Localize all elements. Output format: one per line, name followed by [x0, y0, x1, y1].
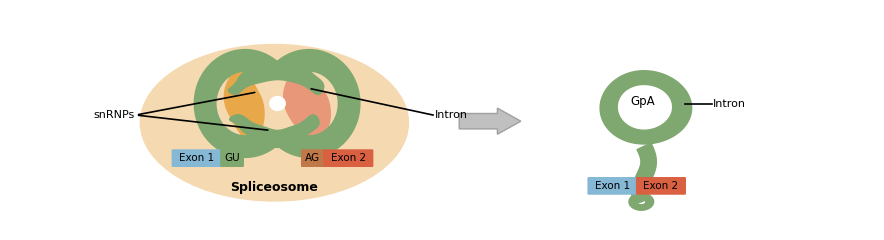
- FancyBboxPatch shape: [636, 177, 686, 195]
- Polygon shape: [225, 63, 264, 143]
- Polygon shape: [194, 50, 278, 157]
- Polygon shape: [632, 143, 656, 204]
- Polygon shape: [600, 71, 691, 144]
- Text: snRNPs: snRNPs: [93, 110, 134, 120]
- Text: Intron: Intron: [713, 99, 746, 109]
- Text: Exon 2: Exon 2: [644, 181, 679, 191]
- Text: Exon 2: Exon 2: [331, 153, 366, 163]
- Text: GpA: GpA: [630, 95, 655, 108]
- Text: Exon 1: Exon 1: [595, 181, 630, 191]
- Text: Spliceosome: Spliceosome: [231, 181, 318, 194]
- Text: Exon 1: Exon 1: [179, 153, 214, 163]
- Text: GU: GU: [225, 153, 240, 163]
- Ellipse shape: [269, 96, 286, 111]
- Polygon shape: [459, 108, 521, 134]
- FancyBboxPatch shape: [301, 149, 324, 167]
- Polygon shape: [629, 193, 653, 210]
- Polygon shape: [277, 50, 360, 157]
- Text: Intron: Intron: [435, 110, 468, 120]
- Ellipse shape: [140, 44, 409, 202]
- FancyBboxPatch shape: [324, 149, 373, 167]
- Polygon shape: [230, 115, 319, 147]
- Polygon shape: [284, 63, 331, 143]
- Polygon shape: [228, 61, 324, 94]
- FancyBboxPatch shape: [587, 177, 637, 195]
- FancyBboxPatch shape: [171, 149, 222, 167]
- FancyBboxPatch shape: [220, 149, 244, 167]
- Text: AG: AG: [305, 153, 321, 163]
